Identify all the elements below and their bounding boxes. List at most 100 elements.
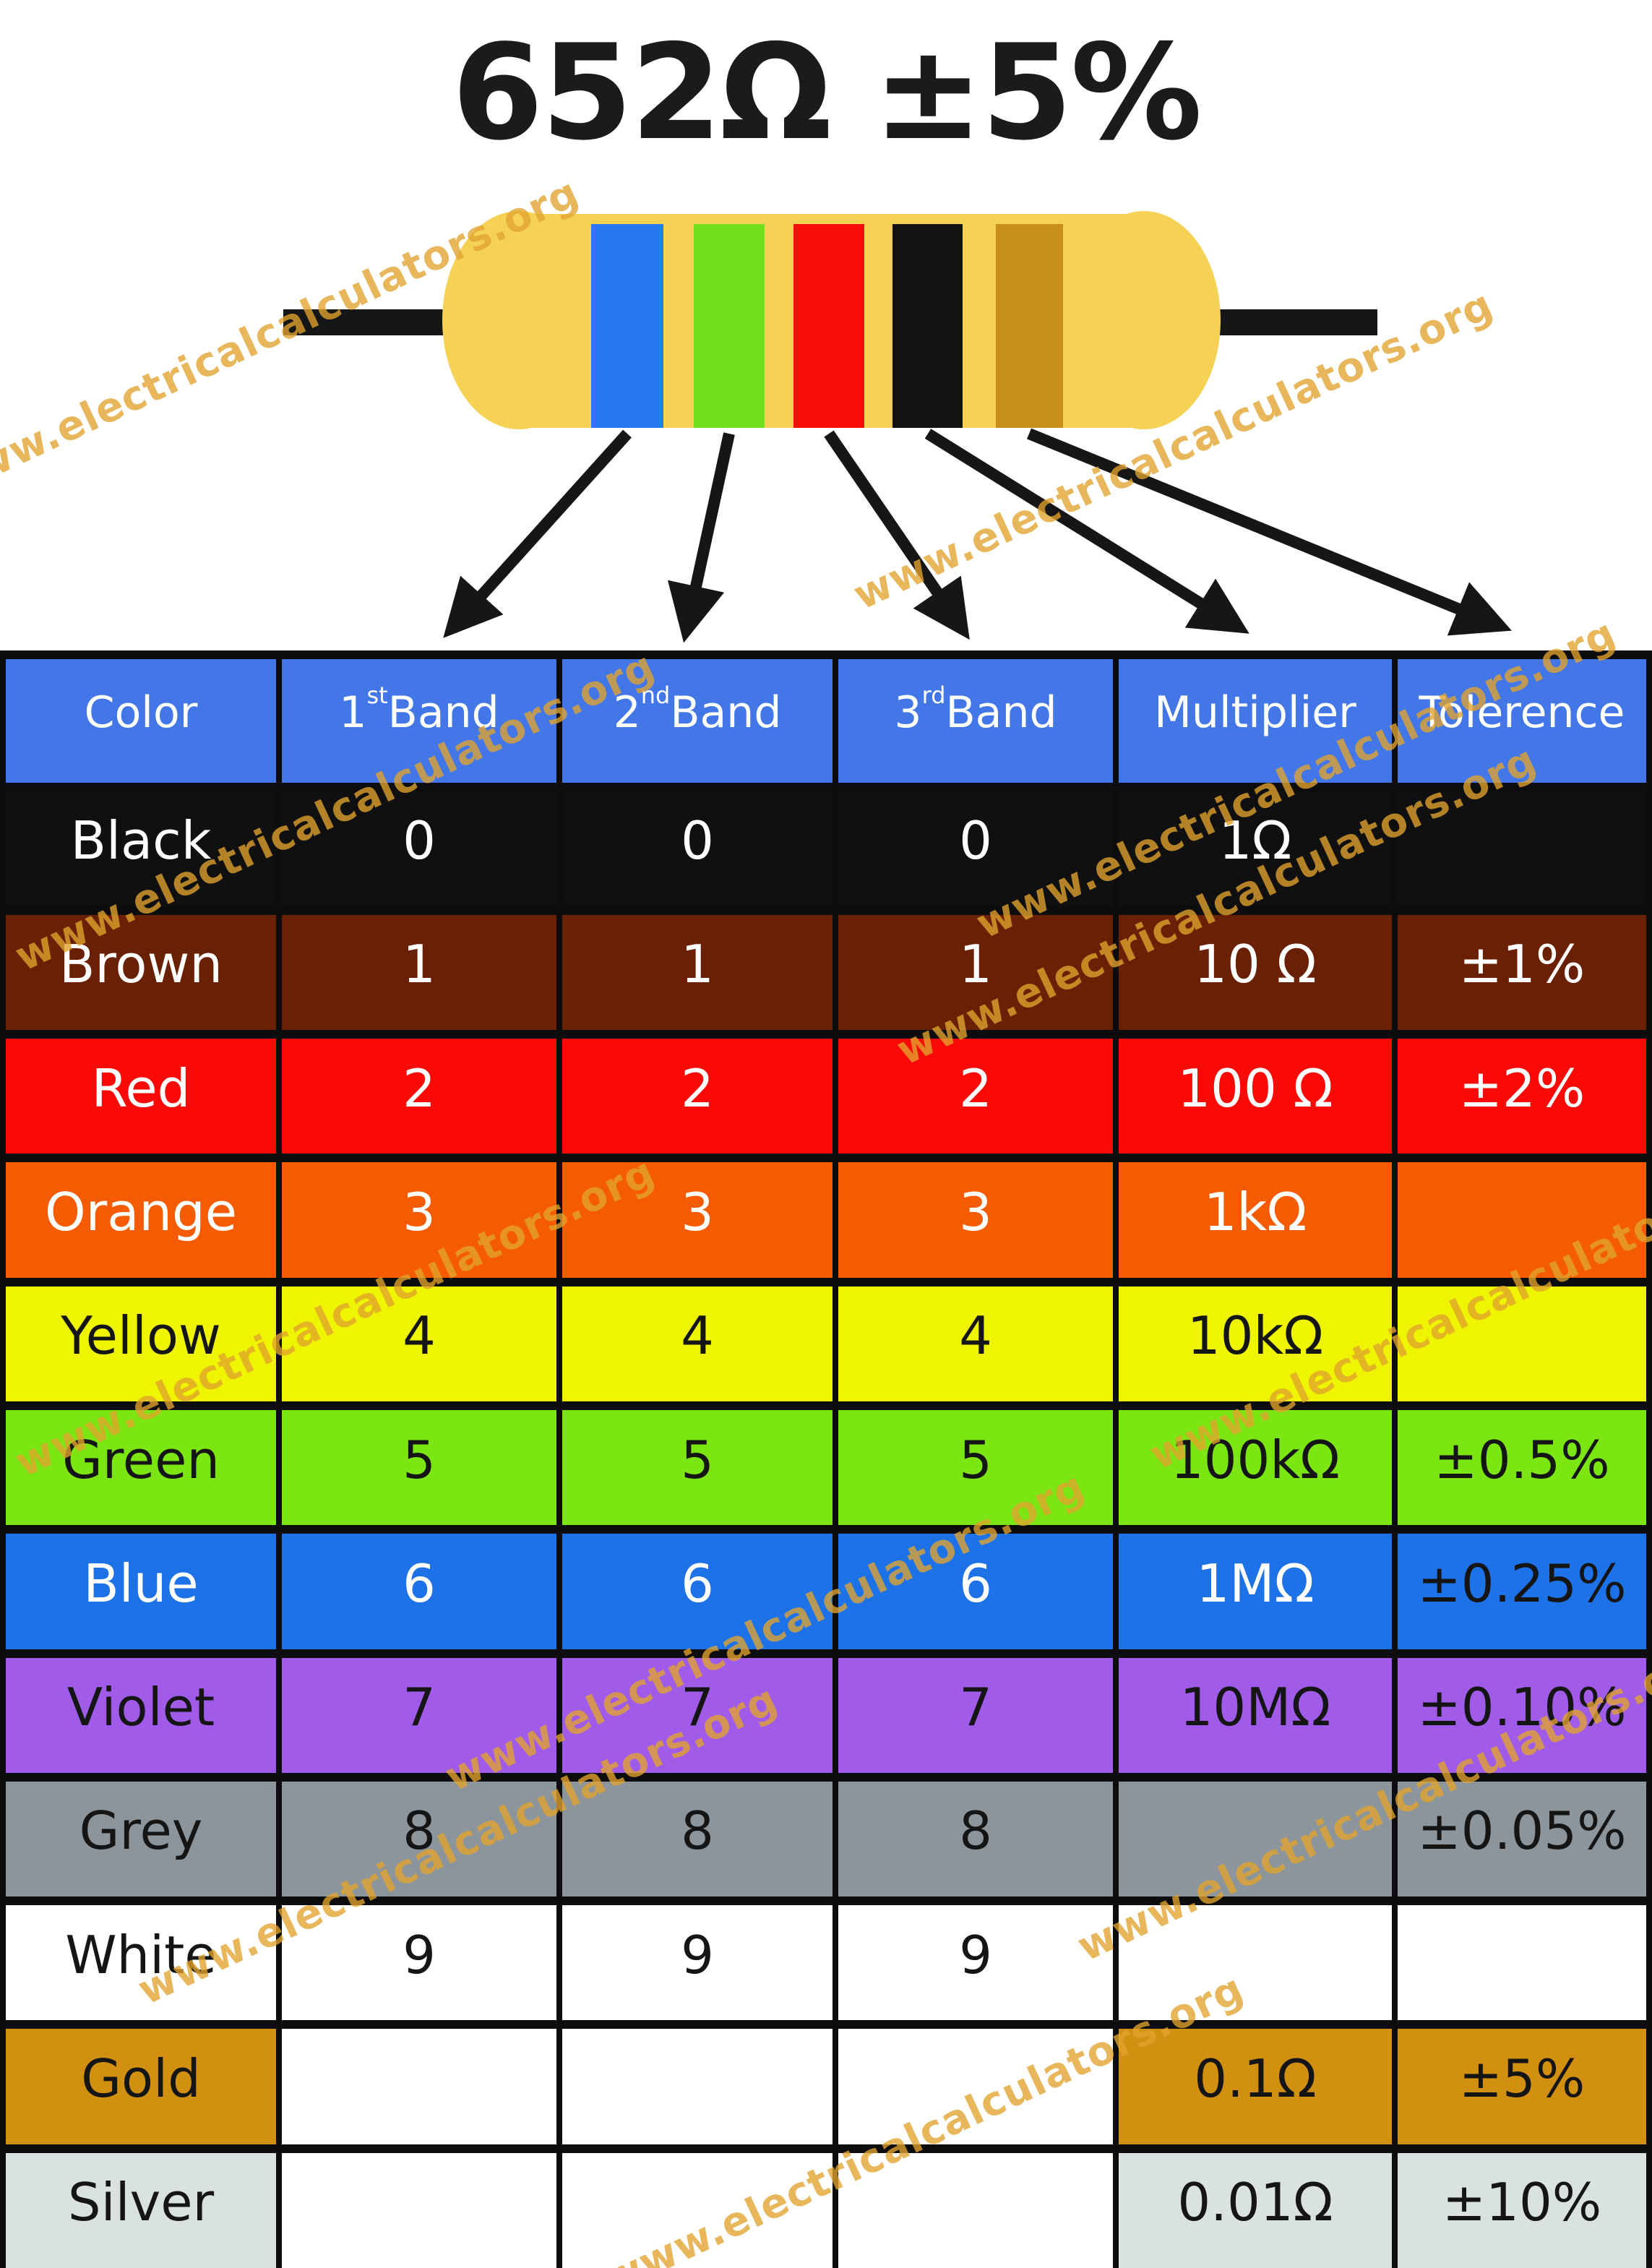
brown-color-cell: Brown [6, 914, 276, 1031]
gold-band2-cell [562, 2029, 833, 2144]
grey-tolerance-cell: ±0.05% [1398, 1781, 1646, 1897]
silver-tolerance-cell: ±10% [1398, 2152, 1646, 2268]
header-multiplier-label: Multiplier [1154, 687, 1356, 739]
silver-band1-cell [282, 2152, 556, 2268]
silver-band2-cell [562, 2152, 833, 2268]
gold-band1-cell [282, 2029, 556, 2144]
header-band2-rest: Band [670, 687, 782, 739]
red-color-cell: Red [6, 1039, 276, 1154]
header-tolerance: Tolerence [1398, 659, 1646, 783]
table-row-orange: Orange 3 3 3 1kΩ [6, 1162, 1646, 1278]
table-row-blue: Blue 6 6 6 1MΩ ±0.25% [6, 1534, 1646, 1649]
green-multiplier-cell: 100kΩ [1119, 1409, 1392, 1526]
band-red [793, 224, 864, 428]
header-band2-ordinal: nd [640, 682, 671, 710]
violet-band2-cell: 7 [562, 1657, 833, 1773]
arrow-red-to-band3 [824, 430, 970, 640]
red-multiplier-cell: 100 Ω [1119, 1039, 1392, 1154]
black-multiplier-cell: 1Ω [1119, 791, 1392, 906]
header-multiplier: Multiplier [1119, 659, 1392, 783]
white-multiplier-cell [1119, 1905, 1392, 2021]
header-color: Color [6, 659, 276, 783]
header-band1-num: 1 [339, 687, 367, 739]
green-band3-cell: 5 [838, 1409, 1113, 1526]
blue-color-cell: Blue [6, 1534, 276, 1649]
header-color-label: Color [84, 687, 198, 739]
header-band3-ordinal: rd [921, 682, 946, 710]
green-band1-cell: 5 [282, 1409, 556, 1526]
grey-band1-cell: 8 [282, 1781, 556, 1897]
white-tolerance-cell [1398, 1905, 1646, 2021]
table-row-black: Black 0 0 0 1Ω [6, 791, 1646, 906]
white-band3-cell: 9 [838, 1905, 1113, 2021]
gold-multiplier-cell: 0.1Ω [1119, 2029, 1392, 2144]
green-tolerance-cell: ±0.5% [1398, 1409, 1646, 1526]
white-band1-cell: 9 [282, 1905, 556, 2021]
brown-band3-cell: 1 [838, 914, 1113, 1031]
yellow-color-cell: Yellow [6, 1286, 276, 1401]
header-band2-num: 2 [613, 687, 641, 739]
band-blue [591, 224, 663, 428]
table-row-yellow: Yellow 4 4 4 10kΩ [6, 1286, 1646, 1401]
red-band2-cell: 2 [562, 1039, 833, 1154]
orange-band3-cell: 3 [838, 1162, 1113, 1278]
black-band1-cell: 0 [282, 791, 556, 906]
table-row-brown: Brown 1 1 1 10 Ω ±1% [6, 914, 1646, 1031]
arrow-blue-to-band1 [443, 429, 632, 638]
grey-multiplier-cell [1119, 1781, 1392, 1897]
brown-multiplier-cell: 10 Ω [1119, 914, 1392, 1031]
header-band1-rest: Band [387, 687, 499, 739]
brown-band1-cell: 1 [282, 914, 556, 1031]
white-color-cell: White [6, 1905, 276, 2021]
violet-color-cell: Violet [6, 1657, 276, 1773]
orange-band1-cell: 3 [282, 1162, 556, 1278]
blue-tolerance-cell: ±0.25% [1398, 1534, 1646, 1649]
black-tolerance-cell [1398, 791, 1646, 906]
grey-band3-cell: 8 [838, 1781, 1113, 1897]
arrow-gold-to-tolerance [1026, 428, 1512, 636]
table-row-white: White 9 9 9 [6, 1905, 1646, 2021]
silver-color-cell: Silver [6, 2152, 276, 2268]
arrow-green-to-band2 [667, 432, 735, 643]
orange-color-cell: Orange [6, 1162, 276, 1278]
grey-color-cell: Grey [6, 1781, 276, 1897]
gold-color-cell: Gold [6, 2029, 276, 2144]
grey-band2-cell: 8 [562, 1781, 833, 1897]
arrow-black-to-multiplier [924, 429, 1249, 634]
green-color-cell: Green [6, 1409, 276, 1526]
yellow-band1-cell: 4 [282, 1286, 556, 1401]
header-band3-rest: Band [945, 687, 1057, 739]
yellow-tolerance-cell [1398, 1286, 1646, 1401]
red-tolerance-cell: ±2% [1398, 1039, 1646, 1154]
band-black [892, 224, 963, 428]
orange-tolerance-cell [1398, 1162, 1646, 1278]
yellow-band3-cell: 4 [838, 1286, 1113, 1401]
black-band3-cell: 0 [838, 791, 1113, 906]
red-band1-cell: 2 [282, 1039, 556, 1154]
brown-band2-cell: 1 [562, 914, 833, 1031]
table-row-grey: Grey 8 8 8 ±0.05% [6, 1781, 1646, 1897]
orange-multiplier-cell: 1kΩ [1119, 1162, 1392, 1278]
table-body: Black 0 0 0 1Ω Brown 1 1 1 10 Ω ±1% Red 2 2 2 100 Ω ±2% O… [6, 791, 1646, 2268]
blue-band2-cell: 6 [562, 1534, 833, 1649]
yellow-band2-cell: 4 [562, 1286, 833, 1401]
table-row-green: Green 5 5 5 100kΩ ±0.5% [6, 1409, 1646, 1526]
brown-tolerance-cell: ±1% [1398, 914, 1646, 1031]
violet-band3-cell: 7 [838, 1657, 1113, 1773]
silver-multiplier-cell: 0.01Ω [1119, 2152, 1392, 2268]
white-band2-cell: 9 [562, 1905, 833, 2021]
table-row-red: Red 2 2 2 100 Ω ±2% [6, 1039, 1646, 1154]
silver-band3-cell [838, 2152, 1113, 2268]
table-row-violet: Violet 7 7 7 10MΩ ±0.10% [6, 1657, 1646, 1773]
blue-band3-cell: 6 [838, 1534, 1113, 1649]
header-band1-ordinal: st [366, 682, 388, 710]
green-band2-cell: 5 [562, 1409, 833, 1526]
violet-tolerance-cell: ±0.10% [1398, 1657, 1646, 1773]
band-green [694, 224, 765, 428]
violet-multiplier-cell: 10MΩ [1119, 1657, 1392, 1773]
table-row-gold: Gold 0.1Ω ±5% [6, 2029, 1646, 2144]
black-color-cell: Black [6, 791, 276, 906]
